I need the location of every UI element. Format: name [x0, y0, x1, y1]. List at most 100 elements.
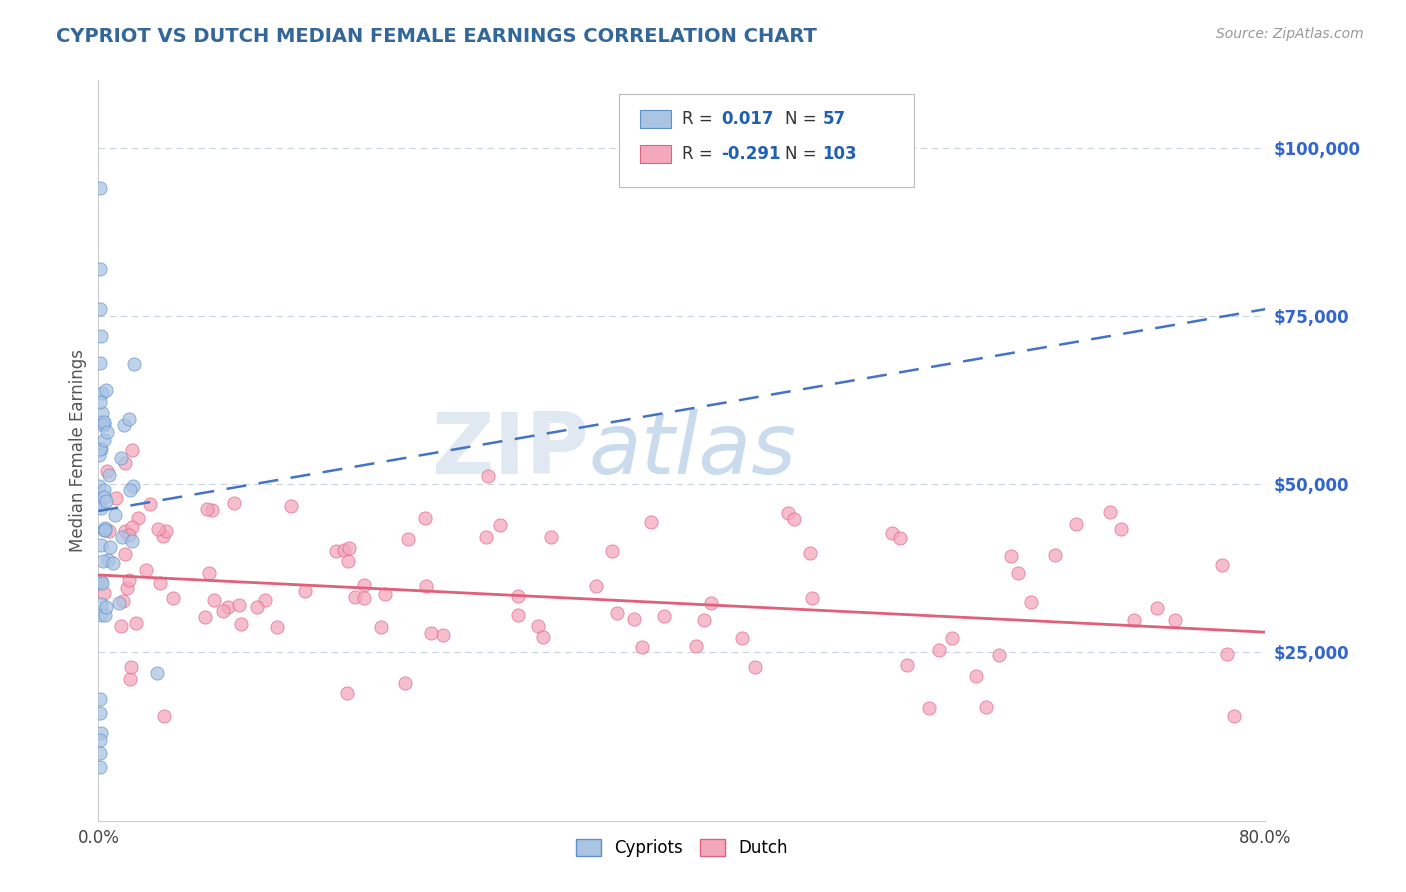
Point — [110, 450, 132, 465]
Point — [880, 526, 903, 541]
Point — [685, 639, 707, 653]
Point — [353, 591, 375, 606]
Point — [526, 618, 548, 632]
Point — [731, 631, 754, 645]
Point — [146, 522, 169, 536]
Point — [127, 510, 149, 524]
Point — [228, 599, 250, 613]
Text: CYPRIOT VS DUTCH MEDIAN FEMALE EARNINGS CORRELATION CHART: CYPRIOT VS DUTCH MEDIAN FEMALE EARNINGS … — [56, 27, 817, 45]
Point — [96, 464, 118, 478]
Point — [90, 726, 112, 740]
Point — [1164, 613, 1187, 627]
Point — [93, 483, 115, 497]
Point — [201, 503, 224, 517]
Point — [212, 604, 235, 618]
Point — [121, 442, 143, 457]
Text: R =: R = — [682, 110, 718, 128]
Point — [91, 386, 114, 401]
Point — [112, 417, 135, 432]
Point — [93, 521, 115, 535]
Point — [640, 515, 662, 529]
Text: ZIP: ZIP — [430, 409, 589, 492]
Point — [623, 612, 645, 626]
Point — [325, 544, 347, 558]
Text: 103: 103 — [823, 145, 858, 163]
Point — [1007, 566, 1029, 580]
Point — [396, 533, 419, 547]
Point — [889, 531, 911, 545]
Point — [91, 406, 114, 420]
Point — [135, 563, 157, 577]
Point — [941, 632, 963, 646]
Point — [965, 669, 987, 683]
Point — [90, 607, 112, 622]
Point — [928, 643, 950, 657]
Point — [631, 640, 654, 654]
Point — [89, 302, 111, 317]
Text: N =: N = — [785, 145, 821, 163]
Point — [118, 412, 141, 426]
Point — [415, 578, 437, 592]
Point — [114, 524, 136, 538]
Point — [652, 608, 675, 623]
Point — [155, 524, 177, 538]
Point — [222, 496, 245, 510]
Point — [139, 497, 162, 511]
Point — [195, 501, 218, 516]
Text: Source: ZipAtlas.com: Source: ZipAtlas.com — [1216, 27, 1364, 41]
Point — [193, 610, 215, 624]
Point — [89, 442, 111, 456]
Point — [121, 478, 143, 492]
Point — [114, 457, 136, 471]
Point — [91, 575, 114, 590]
Point — [1123, 613, 1146, 627]
Point — [344, 590, 367, 604]
Point — [700, 596, 723, 610]
Point — [333, 542, 356, 557]
Point — [111, 594, 134, 608]
Point — [90, 442, 112, 457]
Point — [94, 607, 117, 622]
Point — [896, 657, 918, 672]
Text: N =: N = — [785, 110, 821, 128]
Point — [89, 760, 111, 774]
Point — [93, 417, 115, 431]
Legend: Cypriots, Dutch: Cypriots, Dutch — [569, 832, 794, 864]
Point — [89, 747, 111, 761]
Point — [90, 574, 112, 588]
Point — [89, 732, 111, 747]
Point — [246, 599, 269, 614]
Point — [744, 659, 766, 673]
Point — [217, 600, 239, 615]
Point — [1043, 548, 1066, 562]
Point — [91, 417, 114, 432]
Point — [1019, 595, 1042, 609]
Point — [337, 554, 360, 568]
Point — [917, 700, 939, 714]
Point — [104, 508, 127, 522]
Point — [693, 613, 716, 627]
Point — [600, 543, 623, 558]
Point — [606, 606, 628, 620]
Point — [987, 648, 1010, 662]
Point — [1064, 516, 1087, 531]
Text: atlas: atlas — [589, 409, 797, 492]
Point — [801, 591, 824, 605]
Point — [110, 618, 132, 632]
Point — [120, 672, 142, 686]
Point — [98, 540, 121, 554]
Point — [89, 356, 111, 370]
Point — [475, 530, 498, 544]
Point — [121, 533, 143, 548]
Point — [413, 511, 436, 525]
Text: 57: 57 — [823, 110, 845, 128]
Point — [124, 615, 146, 630]
Point — [89, 395, 111, 409]
Point — [229, 616, 252, 631]
Point — [280, 499, 302, 513]
Point — [108, 597, 131, 611]
Point — [98, 468, 121, 483]
Point — [783, 512, 806, 526]
Point — [202, 593, 225, 607]
Point — [1216, 647, 1239, 661]
